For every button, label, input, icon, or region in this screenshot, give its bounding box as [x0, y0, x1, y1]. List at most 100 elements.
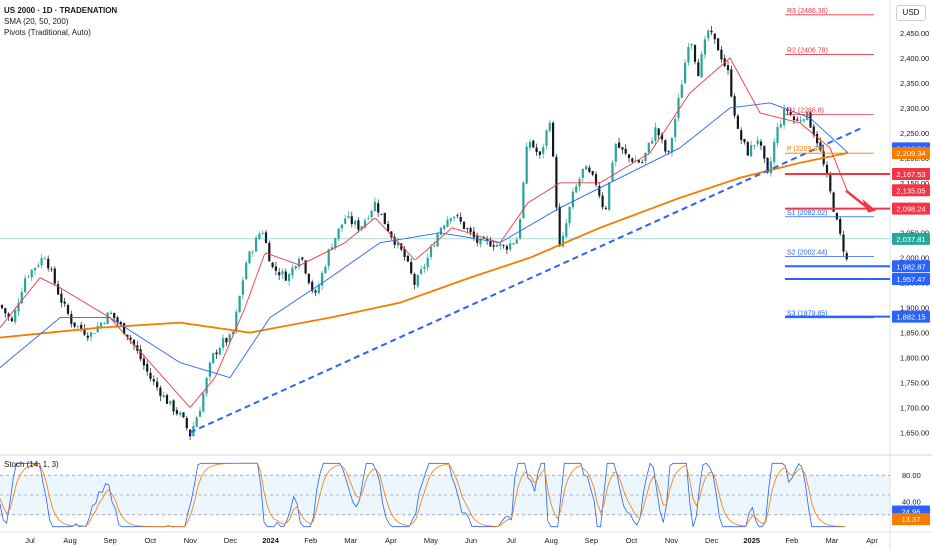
candle-body — [413, 273, 416, 285]
candle-body — [575, 186, 578, 193]
candle-body — [248, 251, 251, 264]
candle-body — [792, 116, 796, 121]
pivots-legend[interactable]: Pivots (Traditional, Auto) — [4, 28, 91, 37]
candle-body — [165, 395, 169, 404]
candle-body — [796, 119, 799, 121]
price-badge-label: 2,135.05 — [896, 186, 925, 195]
candle-body — [63, 301, 66, 304]
candle-body — [601, 195, 604, 208]
candle-body — [175, 410, 178, 414]
time-tick-label: Oct — [626, 536, 639, 545]
candle-body — [588, 167, 591, 172]
candle-body — [743, 139, 746, 143]
stoch-legend[interactable]: Stoch (14, 1, 3) — [4, 460, 59, 469]
candle-body — [205, 377, 208, 394]
candle-body — [198, 410, 202, 417]
arrow-head — [862, 198, 876, 213]
candle-body — [756, 140, 759, 145]
candle-body — [476, 236, 479, 243]
candle-body — [268, 242, 271, 262]
candle-body — [225, 338, 228, 343]
candle-body — [789, 111, 792, 115]
candle-body — [291, 267, 294, 276]
candle-body — [703, 39, 706, 55]
candle-body — [337, 228, 340, 239]
candle-body — [730, 69, 733, 97]
candle-body — [189, 429, 192, 437]
price-tick-label: 2,250.00 — [900, 129, 929, 138]
candle-body — [548, 122, 551, 131]
candle-body — [519, 219, 522, 239]
candle-body — [512, 243, 515, 245]
time-tick-label: Jul — [25, 536, 35, 545]
candle-body — [763, 145, 766, 159]
candle-body — [812, 126, 815, 136]
candle-body — [281, 271, 284, 275]
candle-body — [43, 258, 46, 260]
price-tick-label: 2,350.00 — [900, 79, 929, 88]
candle-body — [245, 262, 248, 280]
candle-body — [93, 333, 96, 334]
candle-body — [231, 331, 235, 335]
candle-body — [27, 276, 30, 278]
candle-body — [499, 243, 502, 246]
pivot-label: S1 (2082.02) — [787, 210, 827, 217]
candle-body — [426, 257, 429, 268]
candle-body — [377, 203, 380, 213]
candle-body — [710, 30, 713, 33]
candle-body — [644, 152, 647, 162]
stoch-k-line — [0, 462, 845, 528]
candle-body — [0, 304, 4, 309]
candle-body — [509, 243, 512, 250]
price-tick-label: 2,150.00 — [900, 179, 929, 188]
candle-body — [14, 310, 17, 323]
price-badge — [892, 168, 930, 181]
candle-body — [20, 292, 23, 304]
candle-body — [37, 265, 40, 267]
candle-body — [446, 219, 449, 227]
candle-body — [453, 216, 456, 219]
candle-body — [317, 285, 320, 294]
candle-body — [423, 266, 426, 269]
price-badge-label: 2,037.81 — [896, 235, 925, 244]
candle-body — [109, 312, 112, 314]
candle-body — [373, 201, 376, 212]
pivot-label: R1 (2286.8) — [787, 107, 824, 114]
price-badge — [892, 184, 930, 197]
candle-body — [697, 62, 700, 77]
sma-legend[interactable]: SMA (20, 50, 200) — [4, 17, 69, 26]
price-badge-label: 1,882.15 — [896, 313, 925, 322]
candle-body — [680, 84, 683, 98]
price-tick-label: 1,650.00 — [900, 429, 929, 438]
candle-body — [700, 54, 703, 78]
time-tick-label: Sep — [104, 536, 117, 545]
candle-body — [212, 353, 215, 364]
candle-body — [713, 33, 716, 40]
candle-body — [396, 242, 400, 246]
candle-body — [611, 162, 614, 181]
currency-button[interactable]: USD — [896, 5, 926, 21]
time-tick-label: Aug — [545, 536, 558, 545]
candle-body — [311, 281, 314, 291]
candle-body — [528, 141, 532, 148]
candle-body — [489, 241, 492, 247]
candle-body — [390, 231, 393, 238]
candle-body — [76, 325, 79, 327]
candle-body — [146, 363, 149, 372]
candle-body — [387, 224, 390, 232]
candle-body — [532, 140, 535, 148]
candle-body — [208, 362, 211, 377]
trendline[interactable] — [189, 126, 863, 434]
candle-body — [842, 234, 845, 252]
candle-body — [545, 130, 548, 146]
candle-body — [839, 218, 842, 234]
sma200-line — [0, 151, 849, 339]
candle-body — [96, 326, 99, 333]
price-tick-label: 1,800.00 — [900, 354, 929, 363]
candle-body — [99, 322, 103, 328]
candle-body — [162, 395, 165, 398]
candle-body — [459, 216, 462, 222]
candle-body — [129, 337, 132, 340]
candle-body — [542, 147, 545, 154]
